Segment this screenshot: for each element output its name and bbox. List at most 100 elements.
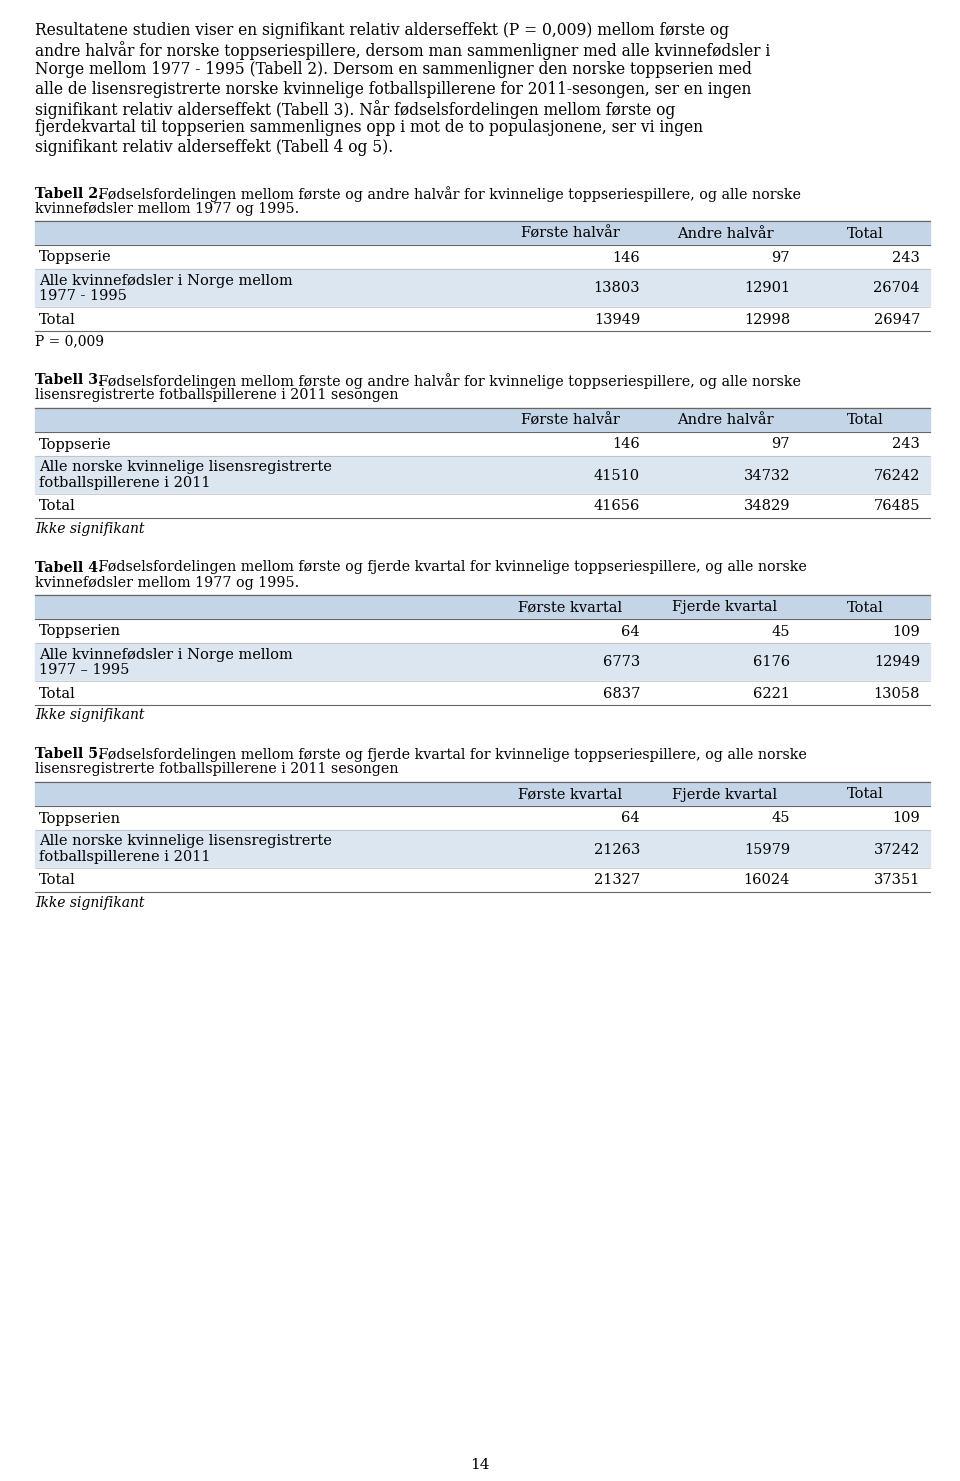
Text: 146: 146 bbox=[612, 250, 640, 265]
Bar bbox=[35, 806, 930, 829]
Text: Total: Total bbox=[847, 788, 883, 801]
Text: Første kvartal: Første kvartal bbox=[518, 600, 622, 615]
Text: Resultatene studien viser en signifikant relativ alderseffekt (P = 0,009) mellom: Resultatene studien viser en signifikant… bbox=[35, 22, 729, 39]
Text: 243: 243 bbox=[892, 437, 920, 452]
Text: Første kvartal: Første kvartal bbox=[518, 788, 622, 801]
Text: 97: 97 bbox=[772, 437, 790, 452]
Text: Norge mellom 1977 - 1995 (Tabell 2). Dersom en sammenligner den norske toppserie: Norge mellom 1977 - 1995 (Tabell 2). Der… bbox=[35, 61, 752, 78]
Text: Første halvår: Første halvår bbox=[520, 227, 619, 240]
Text: 37242: 37242 bbox=[874, 843, 920, 856]
Text: 16024: 16024 bbox=[744, 874, 790, 887]
Text: Total: Total bbox=[39, 499, 76, 514]
Text: Første halvår: Første halvår bbox=[520, 413, 619, 428]
Text: Total: Total bbox=[847, 227, 883, 240]
Text: 34732: 34732 bbox=[743, 468, 790, 483]
Bar bbox=[35, 493, 930, 517]
Text: Fjerde kvartal: Fjerde kvartal bbox=[672, 600, 778, 615]
Text: fjerdekvartal til toppserien sammenlignes opp i mot de to populasjonene, ser vi : fjerdekvartal til toppserien sammenligne… bbox=[35, 120, 703, 136]
Text: 76242: 76242 bbox=[874, 468, 920, 483]
Text: signifikant relativ alderseffekt (Tabell 3). Når fødselsfordelingen mellom først: signifikant relativ alderseffekt (Tabell… bbox=[35, 101, 675, 118]
Text: 76485: 76485 bbox=[874, 499, 920, 514]
Text: Fødselsfordelingen mellom første og andre halvår for kvinnelige toppseriespiller: Fødselsfordelingen mellom første og andr… bbox=[93, 187, 801, 203]
Bar bbox=[35, 680, 930, 705]
Text: Toppserie: Toppserie bbox=[39, 437, 111, 452]
Bar bbox=[35, 431, 930, 456]
Text: Fjerde kvartal: Fjerde kvartal bbox=[672, 788, 778, 801]
Text: 97: 97 bbox=[772, 250, 790, 265]
Text: 15979: 15979 bbox=[744, 843, 790, 856]
Text: 41656: 41656 bbox=[593, 499, 640, 514]
Text: 13949: 13949 bbox=[593, 312, 640, 326]
Text: Andre halvår: Andre halvår bbox=[677, 413, 774, 428]
Text: 1977 - 1995: 1977 - 1995 bbox=[39, 289, 127, 302]
Text: 146: 146 bbox=[612, 437, 640, 452]
Text: Ikke signifikant: Ikke signifikant bbox=[35, 708, 145, 723]
Bar bbox=[35, 594, 930, 619]
Text: Andre halvår: Andre halvår bbox=[677, 227, 774, 240]
Text: 64: 64 bbox=[621, 812, 640, 825]
Text: Ikke signifikant: Ikke signifikant bbox=[35, 896, 145, 909]
Text: Alle norske kvinnelige lisensregistrerte: Alle norske kvinnelige lisensregistrerte bbox=[39, 834, 332, 849]
Bar bbox=[35, 456, 930, 493]
Text: alle de lisensregistrerte norske kvinnelige fotballspillerene for 2011-sesongen,: alle de lisensregistrerte norske kvinnel… bbox=[35, 80, 752, 98]
Text: 6837: 6837 bbox=[603, 687, 640, 701]
Text: andre halvår for norske toppseriespillere, dersom man sammenligner med alle kvin: andre halvår for norske toppseriespiller… bbox=[35, 41, 770, 61]
Text: Tabell 5.: Tabell 5. bbox=[35, 748, 103, 761]
Text: Alle norske kvinnelige lisensregistrerte: Alle norske kvinnelige lisensregistrerte bbox=[39, 461, 332, 474]
Text: fotballspillerene i 2011: fotballspillerene i 2011 bbox=[39, 850, 210, 863]
Text: Ikke signifikant: Ikke signifikant bbox=[35, 521, 145, 536]
Bar bbox=[35, 829, 930, 868]
Text: Total: Total bbox=[847, 600, 883, 615]
Text: Toppserien: Toppserien bbox=[39, 812, 121, 825]
Text: P = 0,009: P = 0,009 bbox=[35, 335, 104, 348]
Text: Alle kvinnefødsler i Norge mellom: Alle kvinnefødsler i Norge mellom bbox=[39, 274, 293, 287]
Text: Fødselsfordelingen mellom første og fjerde kvartal for kvinnelige toppseriespill: Fødselsfordelingen mellom første og fjer… bbox=[93, 748, 806, 761]
Text: 243: 243 bbox=[892, 250, 920, 265]
Text: Total: Total bbox=[39, 687, 76, 701]
Text: 26704: 26704 bbox=[874, 281, 920, 296]
Text: fotballspillerene i 2011: fotballspillerene i 2011 bbox=[39, 475, 210, 490]
Text: Total: Total bbox=[39, 874, 76, 887]
Text: 12949: 12949 bbox=[874, 656, 920, 669]
Text: signifikant relativ alderseffekt (Tabell 4 og 5).: signifikant relativ alderseffekt (Tabell… bbox=[35, 139, 394, 156]
Text: 109: 109 bbox=[892, 625, 920, 638]
Bar bbox=[35, 782, 930, 806]
Bar bbox=[35, 643, 930, 680]
Text: 12998: 12998 bbox=[744, 312, 790, 326]
Text: lisensregistrerte fotballspillerene i 2011 sesongen: lisensregistrerte fotballspillerene i 20… bbox=[35, 763, 398, 776]
Text: 64: 64 bbox=[621, 625, 640, 638]
Text: 13803: 13803 bbox=[593, 281, 640, 296]
Text: Tabell 3.: Tabell 3. bbox=[35, 373, 103, 388]
Text: kvinnefødsler mellom 1977 og 1995.: kvinnefødsler mellom 1977 og 1995. bbox=[35, 576, 300, 589]
Bar bbox=[35, 221, 930, 244]
Text: 6221: 6221 bbox=[753, 687, 790, 701]
Text: lisensregistrerte fotballspillerene i 2011 sesongen: lisensregistrerte fotballspillerene i 20… bbox=[35, 388, 398, 403]
Text: 41510: 41510 bbox=[594, 468, 640, 483]
Text: kvinnefødsler mellom 1977 og 1995.: kvinnefødsler mellom 1977 og 1995. bbox=[35, 201, 300, 216]
Text: 26947: 26947 bbox=[874, 312, 920, 326]
Text: 21263: 21263 bbox=[593, 843, 640, 856]
Bar bbox=[35, 619, 930, 643]
Text: Total: Total bbox=[39, 312, 76, 326]
Text: Total: Total bbox=[847, 413, 883, 428]
Text: 6773: 6773 bbox=[603, 656, 640, 669]
Text: 14: 14 bbox=[470, 1457, 490, 1472]
Text: 45: 45 bbox=[772, 812, 790, 825]
Text: Alle kvinnefødsler i Norge mellom: Alle kvinnefødsler i Norge mellom bbox=[39, 647, 293, 662]
Bar bbox=[35, 407, 930, 431]
Text: Tabell 2.: Tabell 2. bbox=[35, 187, 103, 200]
Text: Fødselsfordelingen mellom første og fjerde kvartal for kvinnelige toppseriespill: Fødselsfordelingen mellom første og fjer… bbox=[93, 560, 806, 575]
Text: Toppserie: Toppserie bbox=[39, 250, 111, 265]
Text: 45: 45 bbox=[772, 625, 790, 638]
Bar bbox=[35, 268, 930, 307]
Text: 1977 – 1995: 1977 – 1995 bbox=[39, 662, 130, 677]
Bar bbox=[35, 307, 930, 330]
Text: Toppserien: Toppserien bbox=[39, 625, 121, 638]
Text: 13058: 13058 bbox=[874, 687, 920, 701]
Bar bbox=[35, 868, 930, 892]
Text: 34829: 34829 bbox=[743, 499, 790, 514]
Bar bbox=[35, 244, 930, 268]
Text: Tabell 4.: Tabell 4. bbox=[35, 560, 103, 575]
Text: 37351: 37351 bbox=[874, 874, 920, 887]
Text: 109: 109 bbox=[892, 812, 920, 825]
